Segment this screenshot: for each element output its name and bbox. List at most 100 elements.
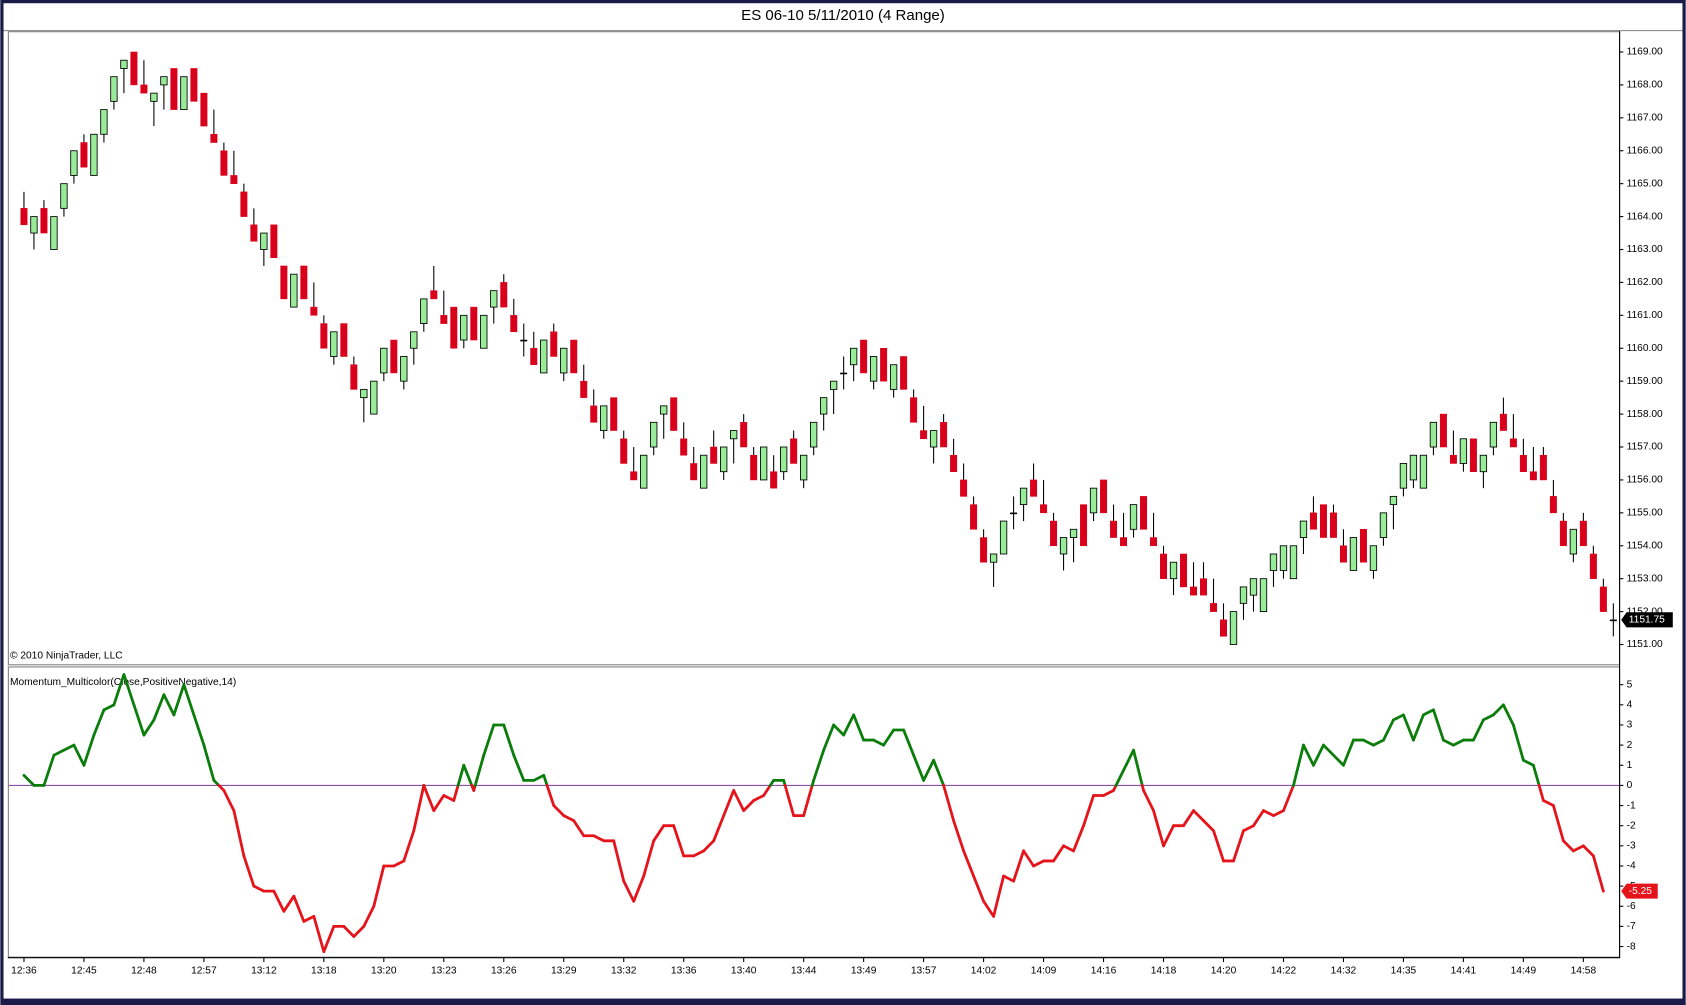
momentum-segment bbox=[752, 794, 766, 802]
candle-body bbox=[520, 339, 528, 342]
candle-body bbox=[90, 133, 98, 176]
indicator-title: Momentum_Multicolor(Close,PositiveNegati… bbox=[10, 677, 236, 688]
y-tick-label: 1164.00 bbox=[1627, 211, 1663, 222]
momentum-segment bbox=[272, 889, 286, 913]
candle-body bbox=[1409, 454, 1418, 481]
momentum-segment bbox=[1502, 703, 1515, 727]
momentum-segment bbox=[442, 794, 456, 802]
momentum-segment bbox=[912, 753, 926, 782]
x-tick-label: 14:16 bbox=[1091, 965, 1117, 976]
momentum-segment bbox=[52, 748, 66, 757]
candle-body bbox=[460, 314, 468, 341]
candle-body bbox=[1559, 520, 1567, 547]
momentum-segment bbox=[1332, 753, 1345, 767]
momentum-segment bbox=[1442, 738, 1455, 747]
y-tick-label: -2 bbox=[1627, 820, 1636, 831]
candle-body bbox=[1579, 520, 1587, 547]
momentum-segment bbox=[1032, 859, 1045, 868]
momentum-segment bbox=[1432, 708, 1445, 742]
candle-body bbox=[1169, 561, 1178, 580]
candle-body bbox=[740, 422, 748, 448]
momentum-segment bbox=[942, 784, 956, 823]
momentum-segment bbox=[962, 849, 975, 878]
momentum-segment bbox=[1292, 743, 1305, 787]
momentum-segment bbox=[402, 829, 416, 863]
candle-body bbox=[180, 76, 188, 111]
candle-body bbox=[210, 134, 218, 143]
candle-body bbox=[370, 380, 378, 415]
candle-body bbox=[1289, 545, 1298, 580]
x-tick-label: 13:44 bbox=[791, 965, 817, 976]
momentum-segment bbox=[122, 673, 136, 707]
candle-body bbox=[1190, 586, 1198, 596]
candle-body bbox=[800, 454, 808, 481]
candle-body bbox=[340, 323, 348, 357]
candle-body bbox=[30, 216, 38, 234]
momentum-segment bbox=[562, 814, 576, 823]
candle-body bbox=[1010, 512, 1018, 515]
y-tick-label: 1166.00 bbox=[1627, 145, 1663, 156]
candle-body bbox=[1140, 496, 1148, 530]
momentum-segment bbox=[142, 718, 156, 737]
momentum-segment bbox=[972, 874, 985, 903]
momentum-segment bbox=[1142, 789, 1155, 812]
momentum-segment bbox=[952, 819, 965, 853]
candle-body bbox=[999, 520, 1008, 555]
candle-body bbox=[1459, 438, 1468, 464]
candle-body bbox=[1229, 611, 1238, 645]
candle-body bbox=[70, 150, 78, 176]
momentum-segment bbox=[1082, 794, 1095, 828]
y-tick-label: 1161.00 bbox=[1627, 310, 1663, 321]
x-tick-label: 13:12 bbox=[251, 965, 277, 976]
momentum-segment bbox=[572, 819, 586, 838]
candle-body bbox=[390, 339, 398, 374]
candle-body bbox=[1059, 537, 1068, 555]
momentum-segment bbox=[702, 839, 716, 853]
candle-body bbox=[640, 454, 648, 489]
candle-body bbox=[1509, 438, 1517, 448]
candle-body bbox=[260, 232, 268, 250]
candle-body bbox=[760, 446, 768, 481]
candle-body bbox=[1110, 520, 1118, 538]
candle-body bbox=[1539, 454, 1547, 481]
momentum-segment bbox=[672, 824, 686, 858]
x-tick-label: 13:32 bbox=[611, 965, 637, 976]
momentum-segment bbox=[362, 904, 376, 928]
candle-body bbox=[530, 347, 538, 365]
y-tick-label: 4 bbox=[1627, 700, 1633, 711]
x-tick-label: 13:36 bbox=[671, 965, 697, 976]
candle-body bbox=[940, 422, 948, 448]
candle-body bbox=[310, 306, 318, 316]
candle-body bbox=[320, 323, 328, 349]
candle-body bbox=[60, 183, 68, 209]
momentum-segment bbox=[22, 773, 36, 787]
candle-body bbox=[290, 273, 298, 308]
momentum-segment bbox=[1282, 784, 1295, 812]
x-tick-label: 14:20 bbox=[1211, 965, 1237, 976]
momentum-segment bbox=[1472, 718, 1485, 742]
momentum-segment bbox=[1541, 799, 1555, 807]
candle-body bbox=[490, 290, 498, 308]
momentum-segment bbox=[252, 884, 266, 893]
x-tick-label: 14:02 bbox=[971, 965, 997, 976]
candle-body bbox=[960, 479, 968, 497]
candle-body bbox=[1259, 578, 1268, 613]
momentum-segment bbox=[592, 834, 606, 843]
momentum-segment bbox=[1482, 713, 1495, 722]
window-body bbox=[3, 3, 1683, 999]
candle-body bbox=[1069, 528, 1078, 538]
candle-body bbox=[510, 315, 518, 333]
momentum-segment bbox=[1252, 809, 1265, 828]
momentum-segment bbox=[1591, 854, 1605, 893]
x-tick-label: 12:48 bbox=[131, 965, 157, 976]
momentum-segment bbox=[1072, 824, 1085, 853]
candle-body bbox=[610, 397, 618, 431]
candle-body bbox=[1429, 421, 1438, 448]
y-tick-label: 1157.00 bbox=[1627, 442, 1663, 453]
momentum-segment bbox=[82, 733, 96, 767]
candle-body bbox=[1529, 471, 1537, 481]
candle-body bbox=[1100, 479, 1108, 514]
candle-body bbox=[989, 553, 998, 563]
momentum-segment bbox=[1537, 784, 1545, 802]
